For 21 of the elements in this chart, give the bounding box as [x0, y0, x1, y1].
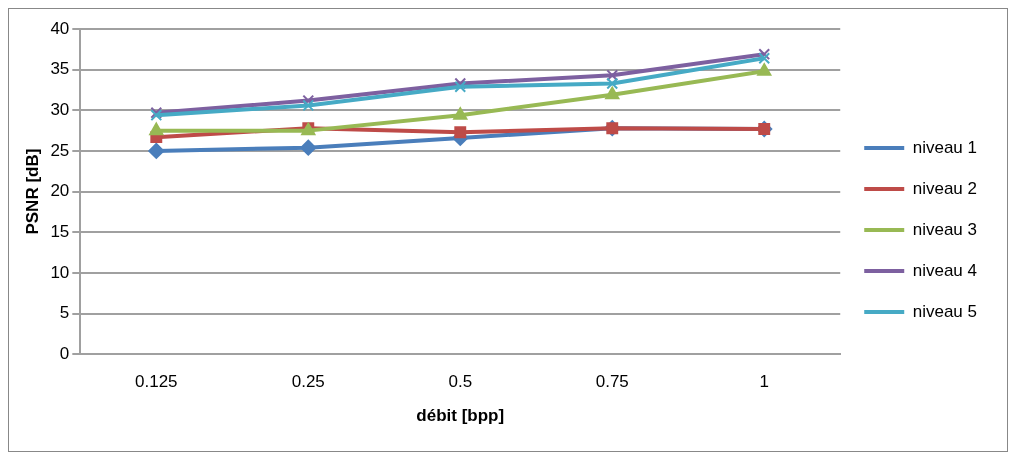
y-tick-label: 30 — [50, 99, 70, 119]
y-axis-title: PSNR [dB] — [22, 148, 42, 235]
y-tick-label: 20 — [50, 181, 70, 201]
y-tick-label: 35 — [50, 59, 70, 79]
y-tick-label: 40 — [50, 18, 70, 38]
x-tick-label: 0.5 — [448, 372, 473, 392]
x-tick-label: 1 — [759, 372, 769, 392]
legend-label: niveau 5 — [912, 301, 978, 321]
x-axis-title: débit [bpp] — [416, 406, 505, 426]
legend-label: niveau 1 — [912, 137, 978, 157]
y-tick-label: 15 — [50, 221, 70, 241]
y-tick-label: 25 — [50, 140, 70, 160]
legend-label: niveau 3 — [912, 219, 978, 239]
x-tick-label: 0.125 — [135, 372, 178, 392]
legend-label: niveau 4 — [912, 260, 978, 280]
legend-label: niveau 2 — [912, 178, 978, 198]
x-tick-label: 0.75 — [595, 372, 629, 392]
y-tick-label: 0 — [59, 343, 70, 363]
y-tick-label: 5 — [59, 303, 70, 323]
x-tick-label: 0.25 — [291, 372, 325, 392]
y-tick-label: 10 — [50, 262, 70, 282]
